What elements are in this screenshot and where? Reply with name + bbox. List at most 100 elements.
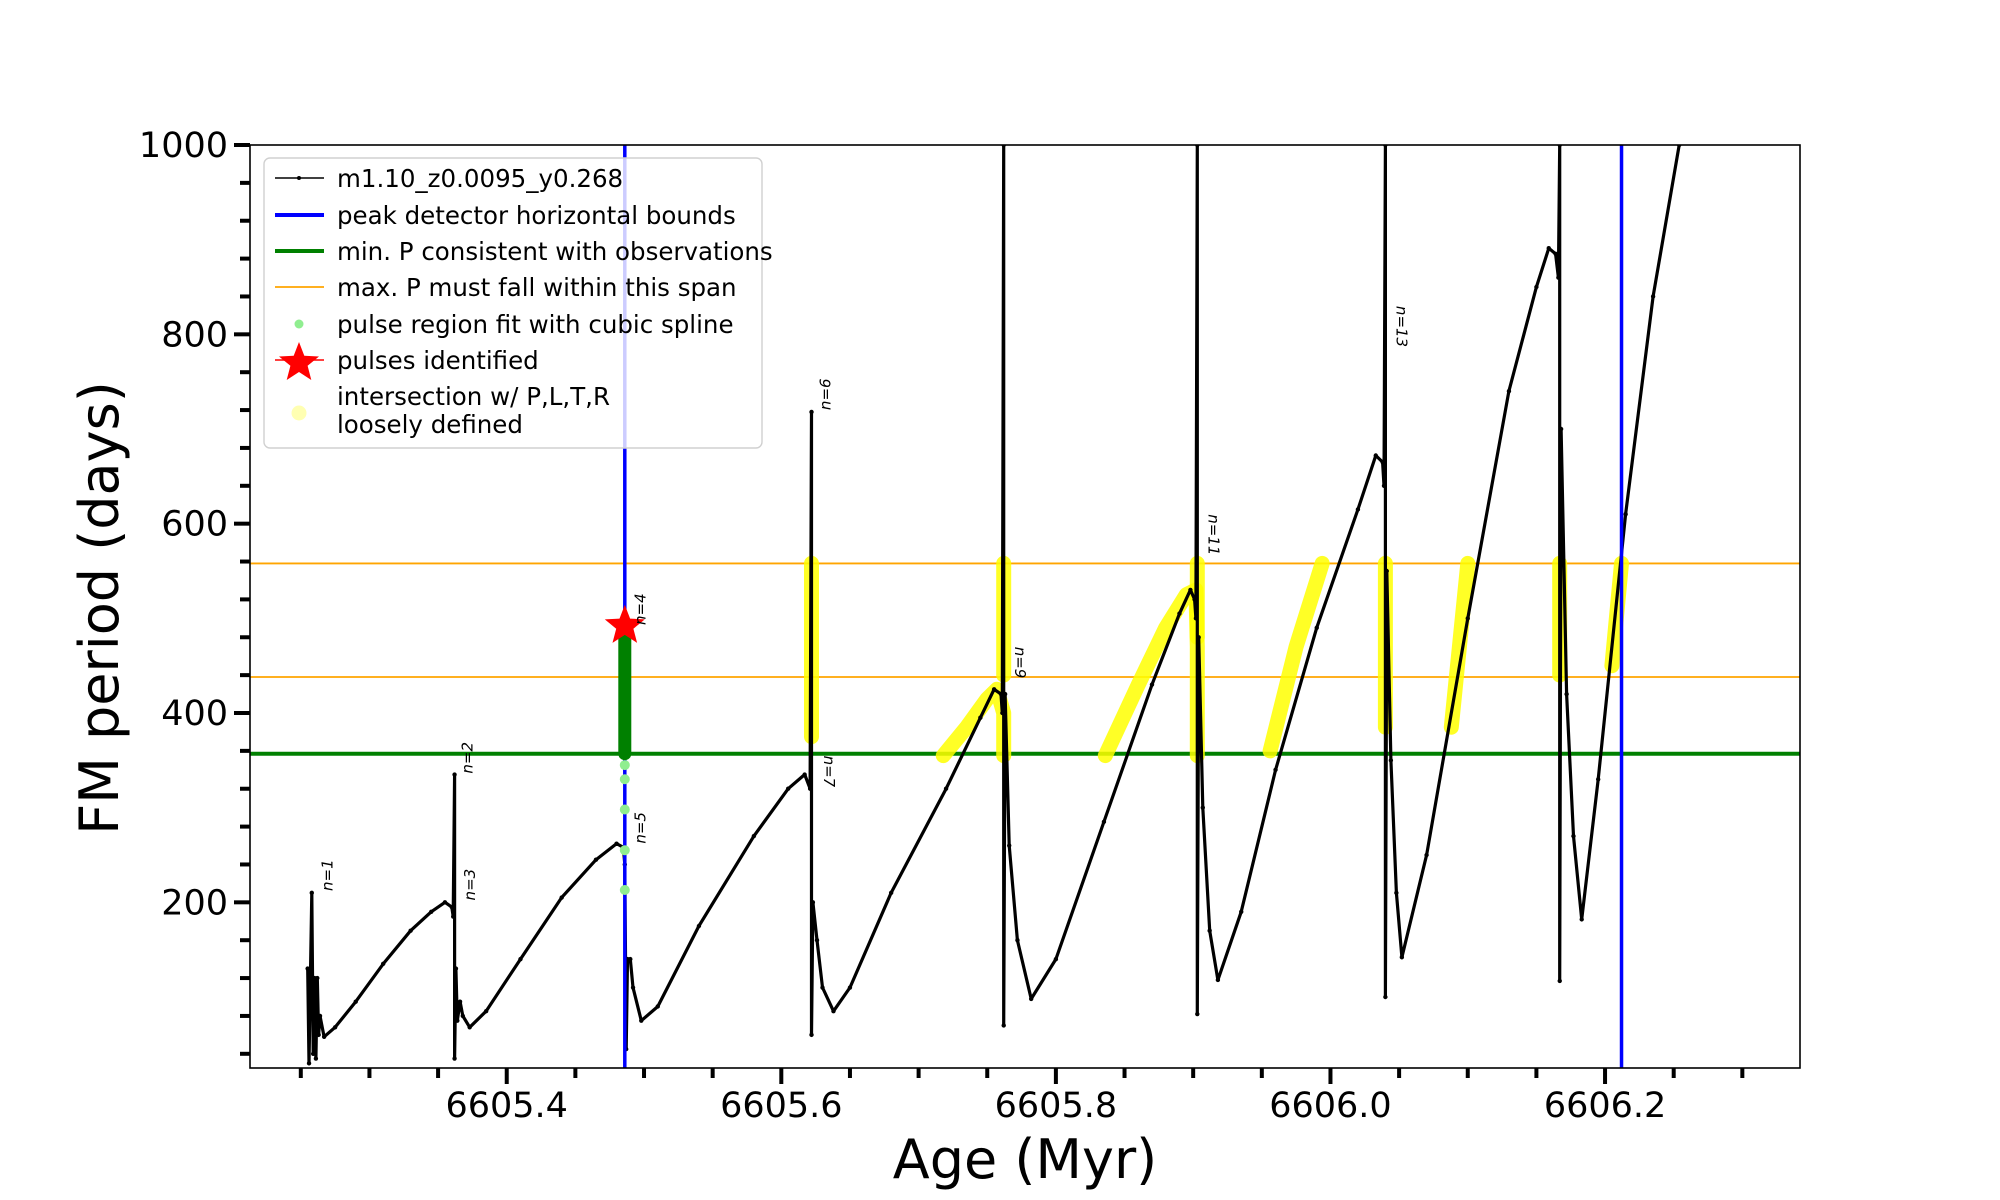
- model-track-point: [1215, 977, 1221, 983]
- model-track-point: [467, 1025, 472, 1030]
- model-track-point: [1506, 388, 1512, 394]
- x-tick-label: 6606.0: [1269, 1086, 1391, 1126]
- x-tick-label: 6605.6: [720, 1086, 842, 1126]
- y-tick-label: 200: [161, 883, 228, 923]
- model-track-point: [1595, 777, 1601, 782]
- model-track-point: [455, 1018, 460, 1023]
- model-track-point: [332, 1025, 338, 1030]
- model-track-point: [1558, 426, 1564, 432]
- y-tick-label: 400: [161, 694, 228, 734]
- model-track-point: [453, 966, 459, 971]
- model-track-point: [1546, 245, 1551, 251]
- model-track-point: [442, 900, 448, 905]
- model-track-point: [1557, 978, 1562, 984]
- model-track-point: [1424, 852, 1429, 858]
- model-track-point: [1200, 805, 1205, 810]
- model-track-point: [1571, 833, 1576, 839]
- model-track-point: [429, 909, 434, 914]
- y-axis: 200 400 600 800 1000: [139, 126, 250, 1056]
- model-track-point: [696, 923, 702, 929]
- model-track-point: [1383, 994, 1388, 1000]
- x-tick-label: 6606.2: [1544, 1086, 1666, 1126]
- model-track-point: [310, 1051, 316, 1057]
- model-track-point: [1007, 843, 1012, 848]
- model-track-point: [559, 895, 564, 900]
- model-track-point: [1579, 917, 1584, 922]
- legend-model-dot: [297, 176, 301, 180]
- model-track-point: [317, 1013, 323, 1019]
- model-track-point: [831, 1009, 836, 1014]
- legend-label-model: m1.10_z0.0095_y0.268: [337, 164, 623, 193]
- legend-label-max-p: max. P must fall within this span: [337, 273, 737, 302]
- model-track-point: [1053, 956, 1059, 962]
- model-track-point: [847, 985, 853, 990]
- model-track-point: [655, 1004, 660, 1009]
- model-track-point: [614, 841, 619, 846]
- legend-spline-swatch: [294, 319, 304, 329]
- model-track-point: [1355, 507, 1361, 512]
- model-track-point: [1192, 597, 1197, 602]
- model-track-point: [353, 999, 358, 1004]
- n-label: n=5: [631, 812, 649, 844]
- model-track-point: [888, 890, 894, 896]
- model-track-layer: [305, 145, 1682, 1066]
- model-track-point: [313, 1056, 319, 1061]
- legend-label-intersection-line2: loosely defined: [337, 410, 523, 439]
- model-track-point: [1101, 819, 1107, 825]
- model-track-point: [943, 786, 949, 791]
- model-track-point: [639, 1018, 644, 1023]
- model-track-point: [1650, 294, 1656, 299]
- model-track-point: [1273, 767, 1278, 772]
- model-track-point: [809, 1032, 814, 1038]
- n-label: n=11: [1204, 514, 1222, 555]
- legend-label-spline: pulse region fit with cubic spline: [337, 310, 734, 339]
- model-track-point: [1314, 625, 1319, 630]
- pulse-star-marker: [604, 604, 645, 643]
- x-tick-label: 6605.8: [995, 1086, 1117, 1126]
- model-track-point: [321, 1034, 327, 1039]
- n-label: n=2: [458, 742, 476, 774]
- model-track-point: [457, 999, 463, 1004]
- model-track-point: [1177, 611, 1182, 616]
- model-track-point: [315, 975, 320, 981]
- spline-point: [619, 804, 630, 815]
- model-track-point: [483, 1009, 489, 1014]
- model-track-point: [1465, 616, 1470, 621]
- x-axis: 6605.4 6605.6 6605.8 6606.0 6606.2: [298, 1068, 1745, 1126]
- model-track-point: [1381, 483, 1387, 488]
- model-track-point: [820, 985, 825, 990]
- model-track-point: [1239, 909, 1244, 914]
- model-track-point: [1149, 682, 1155, 687]
- model-track-point: [1388, 758, 1394, 763]
- legend: m1.10_z0.0095_y0.268 peak detector horiz…: [263, 157, 773, 449]
- pulse-markers: [604, 604, 645, 643]
- model-track-point: [1196, 635, 1201, 640]
- spline-point: [619, 845, 630, 856]
- model-track-point: [306, 1061, 312, 1066]
- model-track-point: [460, 1013, 465, 1019]
- model-track-point: [593, 857, 599, 862]
- legend-pulse-star-icon: [279, 342, 319, 380]
- spline-point: [619, 885, 630, 896]
- x-axis-title: Age (Myr): [893, 1128, 1158, 1191]
- n-annotations: n=1 n=2 n=3 n=4 n=5 n=6 n=7 n=9 n=11 n=13: [318, 306, 1410, 901]
- model-track-point: [628, 956, 633, 962]
- model-track-point: [1564, 691, 1569, 697]
- model-track-point: [978, 715, 983, 720]
- model-track-point: [309, 890, 314, 896]
- model-track-point: [807, 786, 813, 791]
- y-tick-label: 1000: [139, 126, 228, 166]
- x-tick-label: 6605.4: [445, 1086, 567, 1126]
- model-track-point: [814, 938, 820, 943]
- y-tick-label: 800: [161, 315, 228, 355]
- model-track-point: [630, 985, 636, 990]
- n-label: n=9: [1011, 647, 1029, 679]
- y-axis-title: FM period (days): [68, 381, 131, 835]
- n-label: n=3: [461, 869, 479, 901]
- plot-area: n=1 n=2 n=3 n=4 n=5 n=6 n=7 n=9 n=11 n=13: [250, 145, 1800, 1068]
- legend-intersection-swatch: [291, 405, 307, 421]
- n-label: n=6: [817, 378, 835, 410]
- model-track-point: [408, 928, 413, 933]
- model-track-point: [1534, 284, 1539, 290]
